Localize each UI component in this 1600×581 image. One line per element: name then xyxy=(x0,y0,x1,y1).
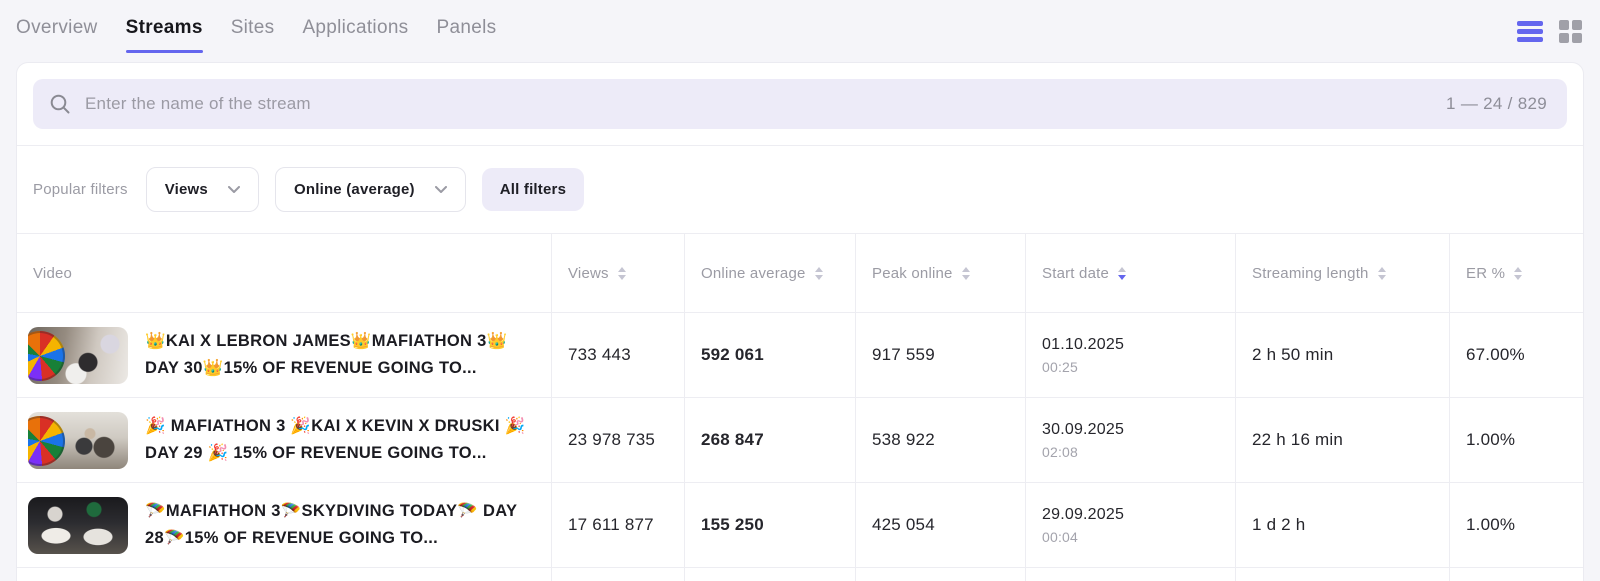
video-title[interactable]: 🎉 MAFIATHON 3 🎉KAI X KEVIN X DRUSKI 🎉DAY… xyxy=(145,417,526,462)
column-header-video: Video xyxy=(17,234,552,312)
tab-overview[interactable]: Overview xyxy=(16,17,98,38)
table-row[interactable]: 👑KAI X LEBRON JAMES👑MAFIATHON 3👑 DAY 30👑… xyxy=(17,312,1583,397)
online-average-filter-dropdown[interactable]: Online (average) xyxy=(274,167,466,212)
peak-online-cell: 917 559 xyxy=(856,313,1026,397)
sort-icon xyxy=(961,266,970,280)
column-header-views[interactable]: Views xyxy=(552,234,685,312)
streams-card: 1 — 24 / 829 Popular filters Views Onlin… xyxy=(16,62,1584,581)
start-date-cell: 30.09.2025 02:08 xyxy=(1026,398,1236,482)
search-section: 1 — 24 / 829 xyxy=(17,63,1583,146)
start-date: 01.10.2025 xyxy=(1042,335,1125,353)
grid-view-icon[interactable] xyxy=(1559,19,1582,43)
search-bar[interactable]: 1 — 24 / 829 xyxy=(33,79,1567,129)
column-header-online-average[interactable]: Online average xyxy=(685,234,856,312)
table-row-partial xyxy=(17,567,1583,581)
prize-wheel-graphic xyxy=(28,415,65,466)
video-thumbnail[interactable] xyxy=(28,411,128,469)
view-toggles xyxy=(1517,19,1582,43)
column-header-start-date[interactable]: Start date xyxy=(1026,234,1236,312)
start-date-cell: 01.10.2025 00:25 xyxy=(1026,313,1236,397)
online-average-cell: 268 847 xyxy=(685,398,856,482)
online-average-cell: 592 061 xyxy=(685,313,856,397)
video-cell: 🎉 MAFIATHON 3 🎉KAI X KEVIN X DRUSKI 🎉DAY… xyxy=(17,398,552,482)
er-cell: 67.00% xyxy=(1466,345,1525,364)
start-time: 00:04 xyxy=(1042,528,1079,545)
chevron-down-icon xyxy=(434,185,447,193)
column-header-er[interactable]: ER % xyxy=(1450,234,1583,312)
start-date: 30.09.2025 xyxy=(1042,420,1125,438)
streams-table: Video Views Online average Peak online S… xyxy=(17,233,1583,581)
online-average-filter-label: Online (average) xyxy=(293,181,415,198)
video-cell: 🪂MAFIATHON 3🪂SKYDIVING TODAY🪂 DAY 28🪂15%… xyxy=(17,483,552,567)
views-filter-dropdown[interactable]: Views xyxy=(145,167,259,212)
search-input[interactable] xyxy=(85,94,1433,114)
search-icon xyxy=(50,94,70,114)
streaming-length-cell: 22 h 16 min xyxy=(1236,398,1450,482)
sort-icon xyxy=(1377,266,1386,280)
top-nav: Overview Streams Sites Applications Pane… xyxy=(0,0,1600,62)
video-title[interactable]: 👑KAI X LEBRON JAMES👑MAFIATHON 3👑 DAY 30👑… xyxy=(145,332,508,377)
tab-streams[interactable]: Streams xyxy=(125,13,203,53)
list-view-icon[interactable] xyxy=(1517,20,1543,42)
tab-sites[interactable]: Sites xyxy=(230,17,275,38)
er-cell: 1.00% xyxy=(1466,515,1516,534)
video-thumbnail[interactable] xyxy=(28,326,128,384)
start-date-cell: 29.09.2025 00:04 xyxy=(1026,483,1236,567)
views-cell: 733 443 xyxy=(552,313,685,397)
online-average-cell: 155 250 xyxy=(685,483,856,567)
table-row[interactable]: 🪂MAFIATHON 3🪂SKYDIVING TODAY🪂 DAY 28🪂15%… xyxy=(17,482,1583,567)
peak-online-cell: 538 922 xyxy=(856,398,1026,482)
popular-filters-label: Popular filters xyxy=(33,181,128,198)
sort-icon xyxy=(1514,266,1523,280)
result-counter: 1 — 24 / 829 xyxy=(1446,94,1547,113)
table-row[interactable]: 🎉 MAFIATHON 3 🎉KAI X KEVIN X DRUSKI 🎉DAY… xyxy=(17,397,1583,482)
chevron-down-icon xyxy=(227,185,240,193)
streaming-length-cell: 2 h 50 min xyxy=(1236,313,1450,397)
column-header-streaming-length[interactable]: Streaming length xyxy=(1236,234,1450,312)
column-header-peak-online[interactable]: Peak online xyxy=(856,234,1026,312)
sort-icon xyxy=(617,266,626,280)
filters-row: Popular filters Views Online (average) A… xyxy=(17,146,1583,233)
peak-online-cell: 425 054 xyxy=(856,483,1026,567)
start-date: 29.09.2025 xyxy=(1042,505,1125,523)
video-title[interactable]: 🪂MAFIATHON 3🪂SKYDIVING TODAY🪂 DAY 28🪂15%… xyxy=(145,502,517,547)
prize-wheel-graphic xyxy=(28,330,65,381)
start-time: 00:25 xyxy=(1042,358,1079,375)
video-cell: 👑KAI X LEBRON JAMES👑MAFIATHON 3👑 DAY 30👑… xyxy=(17,313,552,397)
views-cell: 17 611 877 xyxy=(552,483,685,567)
streaming-length-cell: 1 d 2 h xyxy=(1236,483,1450,567)
all-filters-button[interactable]: All filters xyxy=(481,168,585,211)
tab-applications[interactable]: Applications xyxy=(302,17,409,38)
table-header-row: Video Views Online average Peak online S… xyxy=(17,234,1583,312)
nav-tabs: Overview Streams Sites Applications Pane… xyxy=(16,13,497,53)
views-filter-label: Views xyxy=(164,181,208,198)
start-time: 02:08 xyxy=(1042,443,1079,460)
tab-panels[interactable]: Panels xyxy=(436,17,497,38)
video-thumbnail[interactable] xyxy=(28,496,128,554)
er-cell: 1.00% xyxy=(1466,430,1516,449)
sort-icon xyxy=(814,266,823,280)
sort-icon-active-desc xyxy=(1118,266,1127,280)
views-cell: 23 978 735 xyxy=(552,398,685,482)
